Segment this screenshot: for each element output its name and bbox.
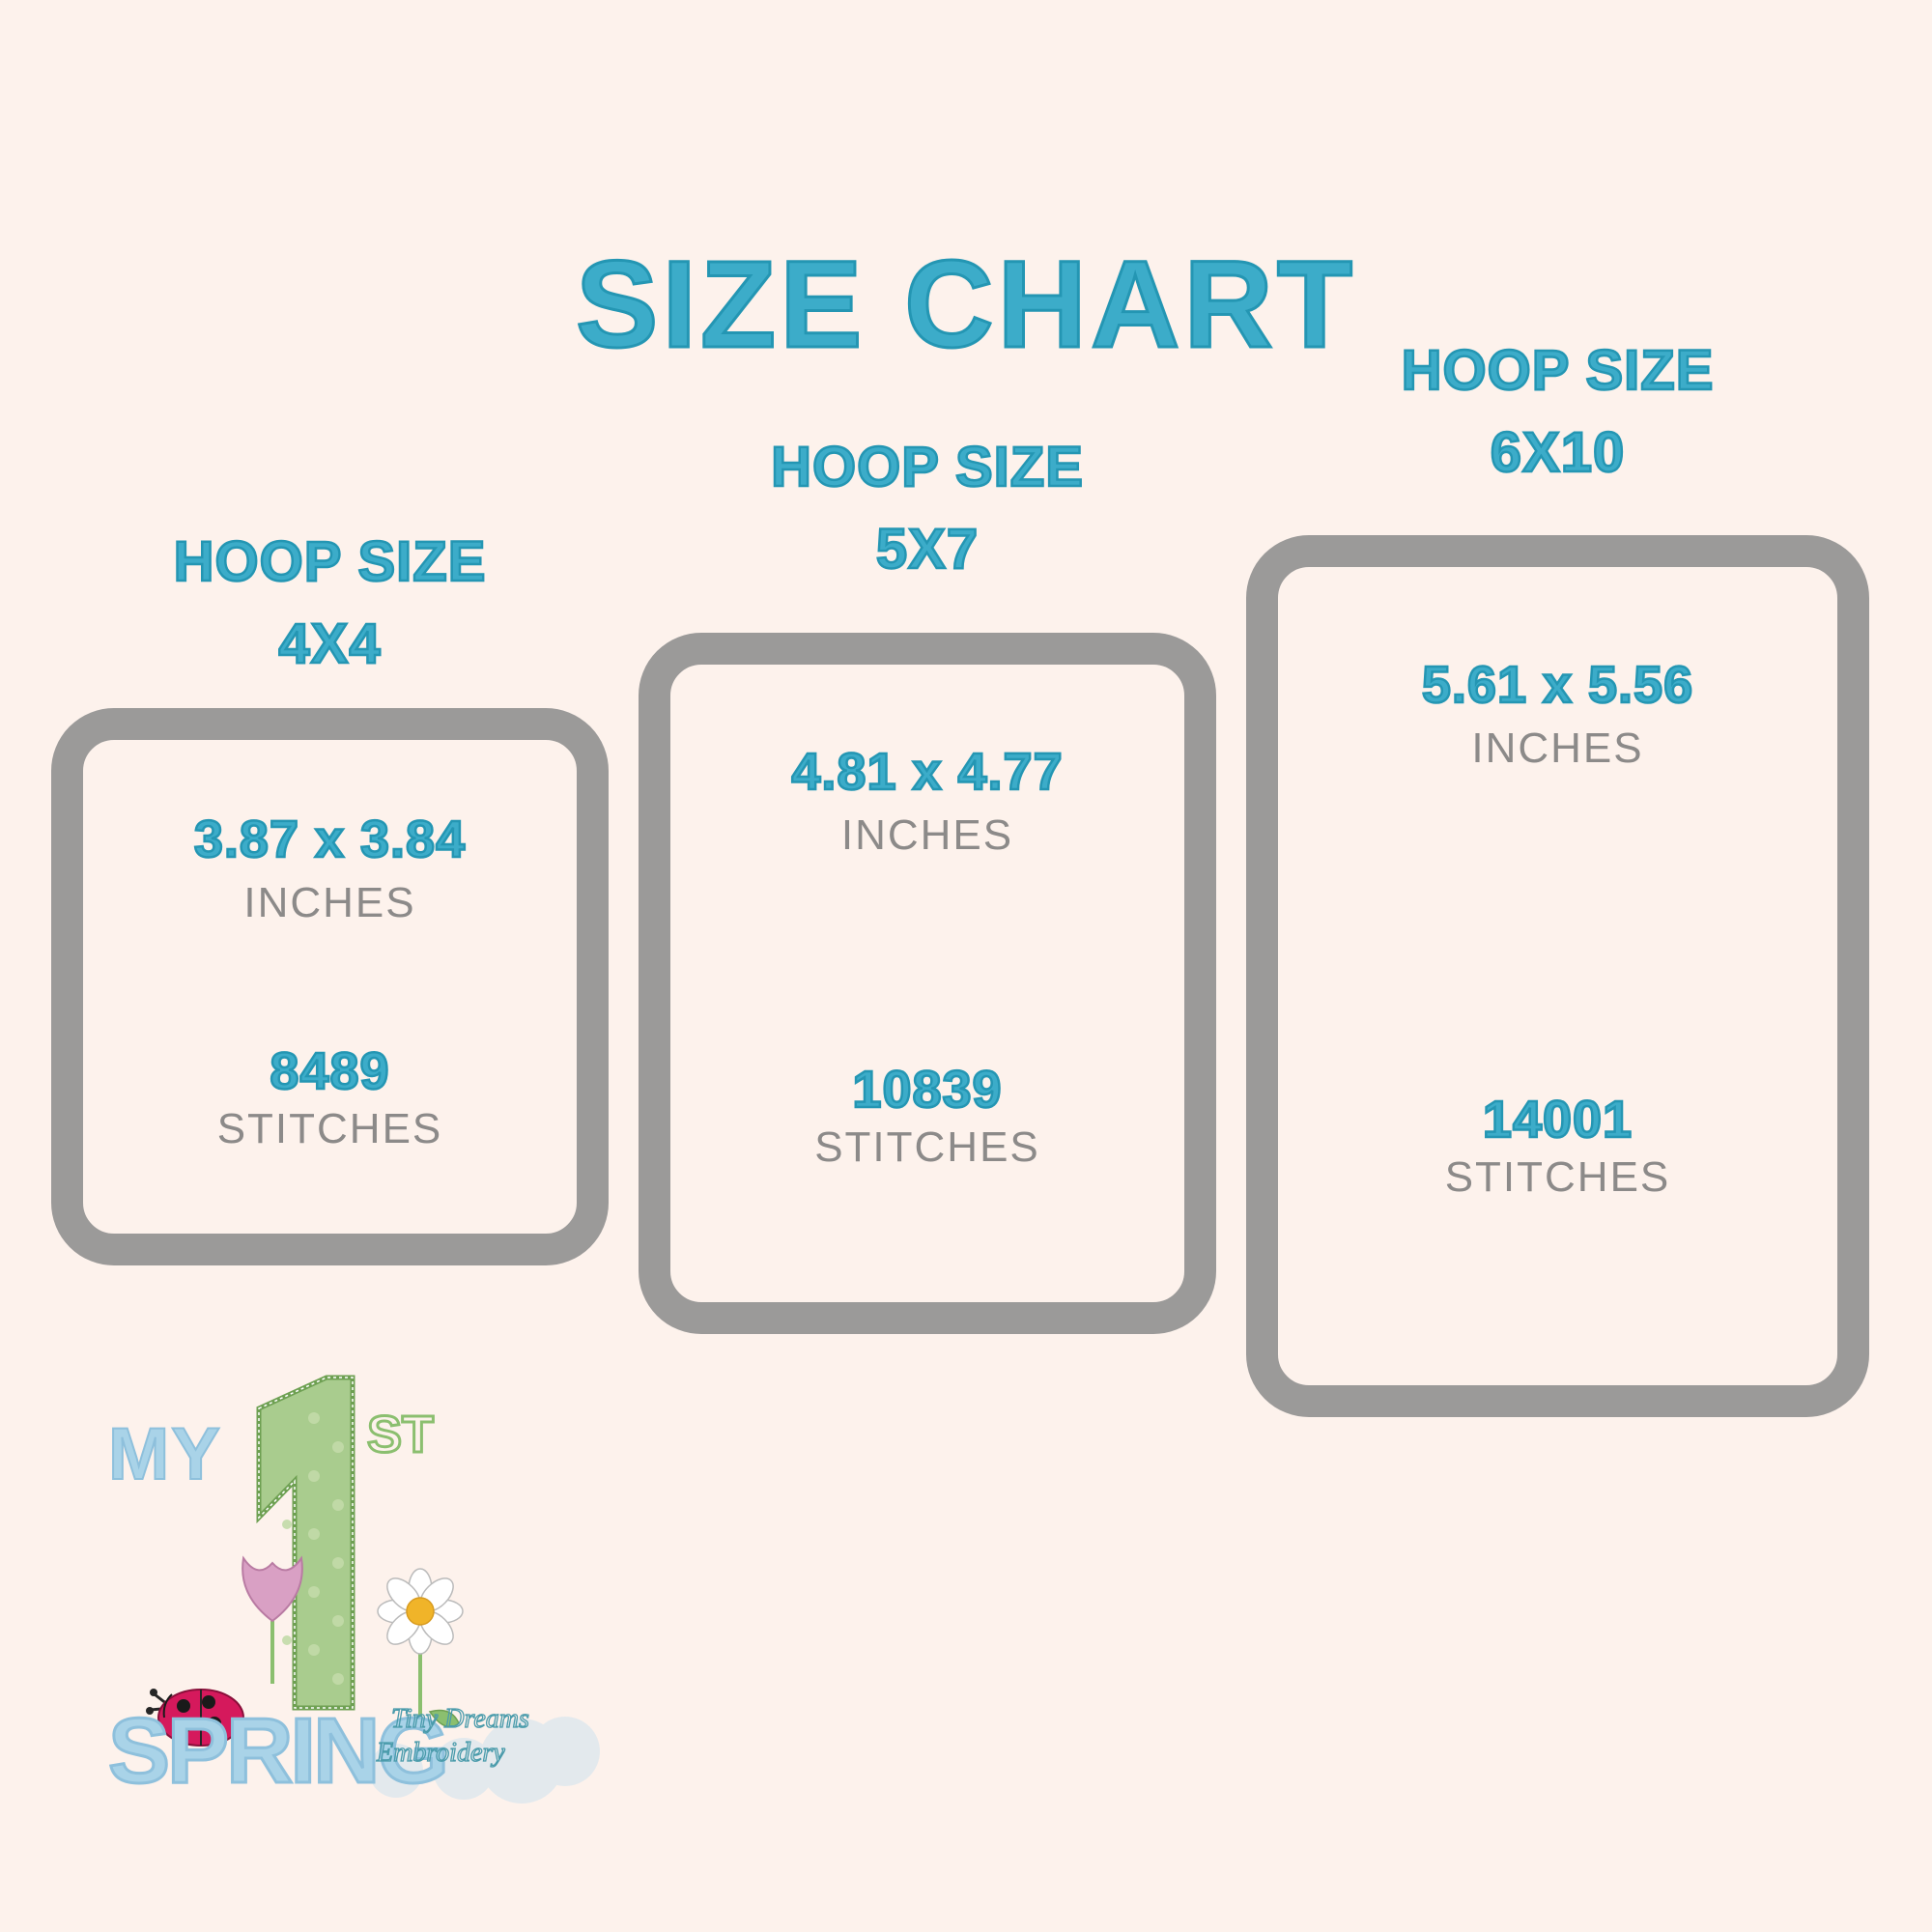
svg-text:ST: ST: [367, 1406, 434, 1463]
svg-text:MY: MY: [108, 1413, 222, 1495]
svg-text:Tiny Dreams: Tiny Dreams: [391, 1704, 529, 1734]
svg-text:Embroidery: Embroidery: [376, 1738, 505, 1768]
